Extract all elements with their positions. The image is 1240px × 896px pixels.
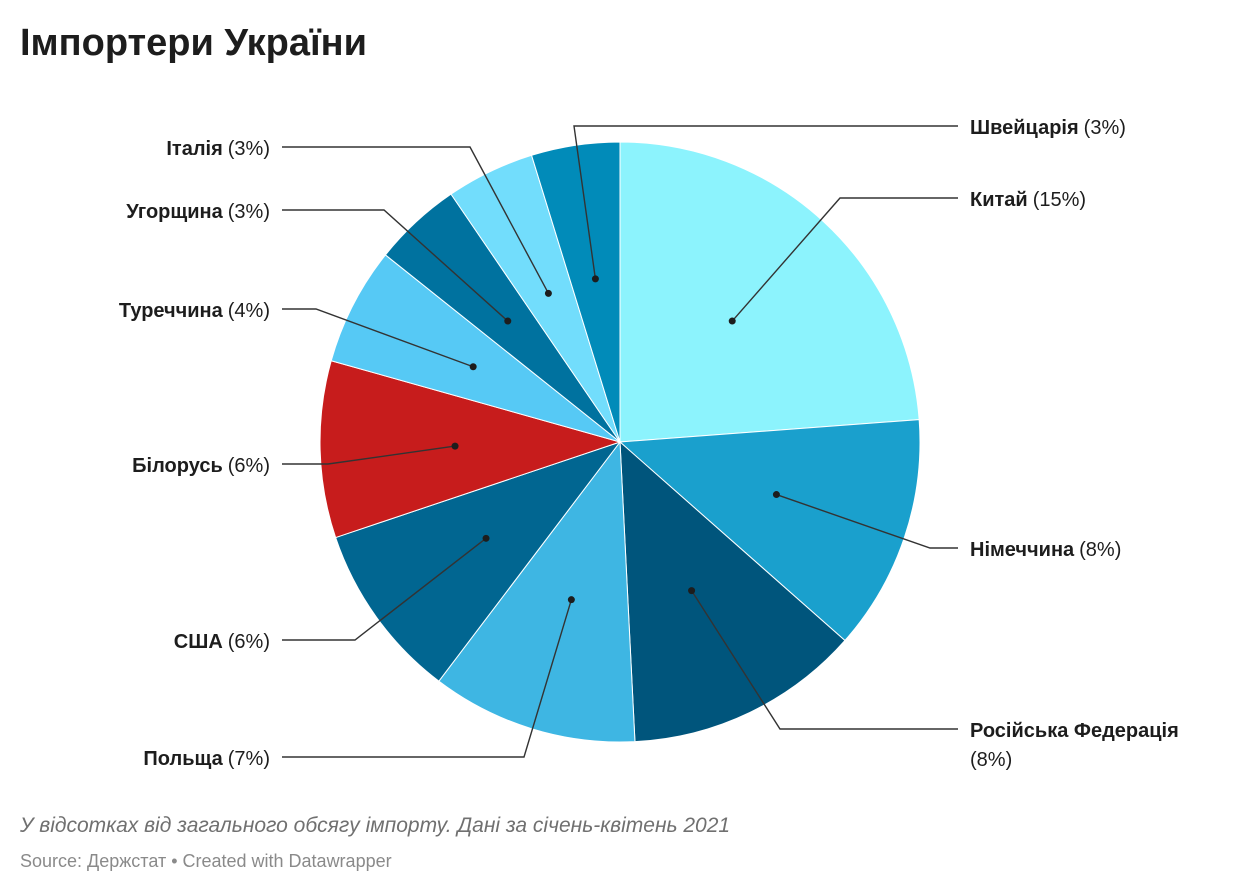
slice-labels: Китай (15%)Німеччина (8%)Російська Федерац… xyxy=(119,117,1179,771)
leader-line xyxy=(282,599,573,758)
slice-label-percent: (7%) xyxy=(228,748,270,770)
slice-label-percent: (6%) xyxy=(228,631,270,653)
slice-label-percent: (8%) xyxy=(1079,539,1121,561)
slice-label-name: США xyxy=(174,631,223,653)
leader-dot xyxy=(469,363,477,371)
slice-4 xyxy=(438,440,636,743)
leader-line xyxy=(282,537,487,641)
slice-1 xyxy=(619,141,920,443)
slice-label-percent: (3%) xyxy=(228,138,270,160)
slice-label-name: Швейцарія xyxy=(970,117,1079,139)
leader-line xyxy=(282,445,456,465)
slice-label: Російська Федерація (8%) xyxy=(970,720,1179,771)
slice-5 xyxy=(334,441,622,682)
leader-dot xyxy=(772,491,780,499)
slice-label-name: Угорщина xyxy=(126,201,223,223)
slice-7 xyxy=(330,254,621,443)
leader-line xyxy=(731,197,958,322)
slice-label: Швейцарія (3%) xyxy=(970,117,1126,139)
slice-6 xyxy=(319,360,622,539)
leader-dot xyxy=(451,442,459,450)
slice-label-percent: (3%) xyxy=(228,201,270,223)
slice-label-percent: (4%) xyxy=(228,300,270,322)
slice-label: Угорщина (3%) xyxy=(126,201,270,223)
slice-label-percent: (15%) xyxy=(1033,189,1086,211)
slice-label-name: Російська Федерація xyxy=(970,720,1179,742)
slice-label: США (6%) xyxy=(174,631,270,653)
slice-label: Білорусь (6%) xyxy=(132,455,270,477)
chart-source: Source: Держстат • Created with Datawrap… xyxy=(20,851,392,871)
leader-dot xyxy=(504,317,512,325)
slice-label-name: Польща xyxy=(143,748,223,770)
leader-dot xyxy=(482,534,490,542)
slice-2 xyxy=(618,419,921,642)
pie-chart: Китай (15%)Німеччина (8%)Російська Федерац… xyxy=(119,117,1179,771)
leader-line xyxy=(776,493,958,549)
slice-label: Італія (3%) xyxy=(166,138,270,160)
slice-label-name: Китай xyxy=(970,189,1028,211)
slice-label-percent: (8%) xyxy=(970,749,1012,771)
slice-3 xyxy=(619,440,846,743)
slice-label-name: Туреччина xyxy=(119,300,224,322)
leader-dot xyxy=(567,596,575,604)
slice-label: Туреччина (4%) xyxy=(119,300,270,322)
slice-label: Китай (15%) xyxy=(970,189,1086,211)
leader-dot xyxy=(688,587,696,595)
slice-label-name: Білорусь xyxy=(132,455,223,477)
slice-label-name: Італія xyxy=(166,138,222,160)
leader-line xyxy=(573,125,958,279)
slice-label: Німеччина (8%) xyxy=(970,539,1121,561)
pie-slices xyxy=(319,141,921,743)
slice-label-percent: (3%) xyxy=(1084,117,1126,139)
leader-line xyxy=(282,308,474,368)
leader-line xyxy=(282,209,509,322)
leader-dot xyxy=(728,317,736,325)
slice-label-name: Німеччина xyxy=(970,539,1075,561)
leader-dot xyxy=(544,289,552,297)
leader-lines xyxy=(282,125,958,758)
chart-caption: У відсотках від загального обсягу імпорт… xyxy=(20,814,731,837)
leader-dot xyxy=(591,275,599,283)
leader-line xyxy=(282,146,550,294)
chart-title: Імпортери України xyxy=(20,22,367,64)
slice-label-percent: (6%) xyxy=(228,455,270,477)
leader-line xyxy=(691,590,958,730)
slice-10 xyxy=(530,141,621,443)
slice-label: Польща (7%) xyxy=(143,748,270,770)
